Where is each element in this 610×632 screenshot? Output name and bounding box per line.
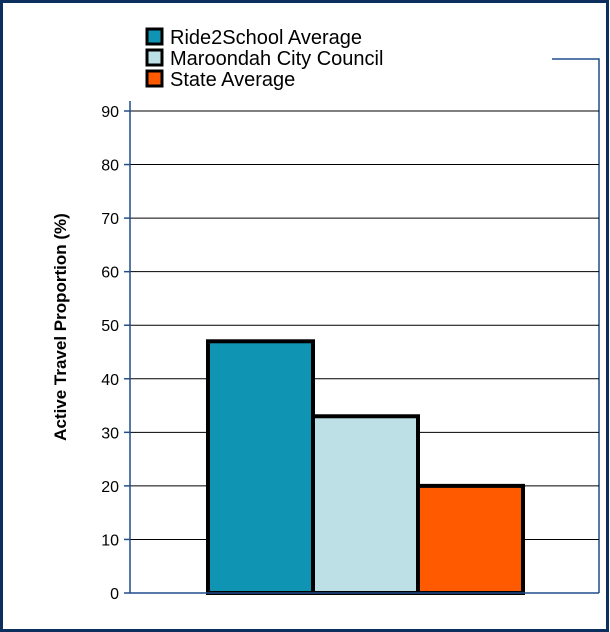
y-tick-labels: 0 10 20 30 40 50 60 70 80 90 — [101, 104, 130, 603]
bar-ride2school-average — [206, 339, 315, 595]
bar-state-average — [416, 483, 525, 595]
bar-maroondah-city-council — [311, 414, 420, 595]
legend-label: State Average — [170, 69, 295, 91]
plot-area-frame — [552, 58, 600, 593]
legend-label: Ride2School Average — [170, 27, 362, 49]
legend-swatch — [145, 27, 164, 46]
y-tick-label: 70 — [101, 211, 119, 228]
y-axis-title: Active Travel Proportion (%) — [51, 213, 70, 441]
y-tick-label: 10 — [101, 532, 119, 549]
y-tick-label: 60 — [101, 265, 119, 282]
legend-swatch — [145, 69, 164, 88]
y-tick-label: 30 — [101, 425, 119, 442]
axes — [129, 101, 599, 594]
legend-swatch — [145, 48, 164, 67]
y-tick-label: 80 — [101, 158, 119, 175]
y-tick-label: 0 — [110, 586, 119, 603]
y-tick-label: 40 — [101, 372, 119, 389]
y-tick-label: 20 — [101, 479, 119, 496]
legend-label: Maroondah City Council — [170, 48, 383, 70]
y-tick-label: 90 — [101, 104, 119, 121]
y-tick-label: 50 — [101, 318, 119, 335]
